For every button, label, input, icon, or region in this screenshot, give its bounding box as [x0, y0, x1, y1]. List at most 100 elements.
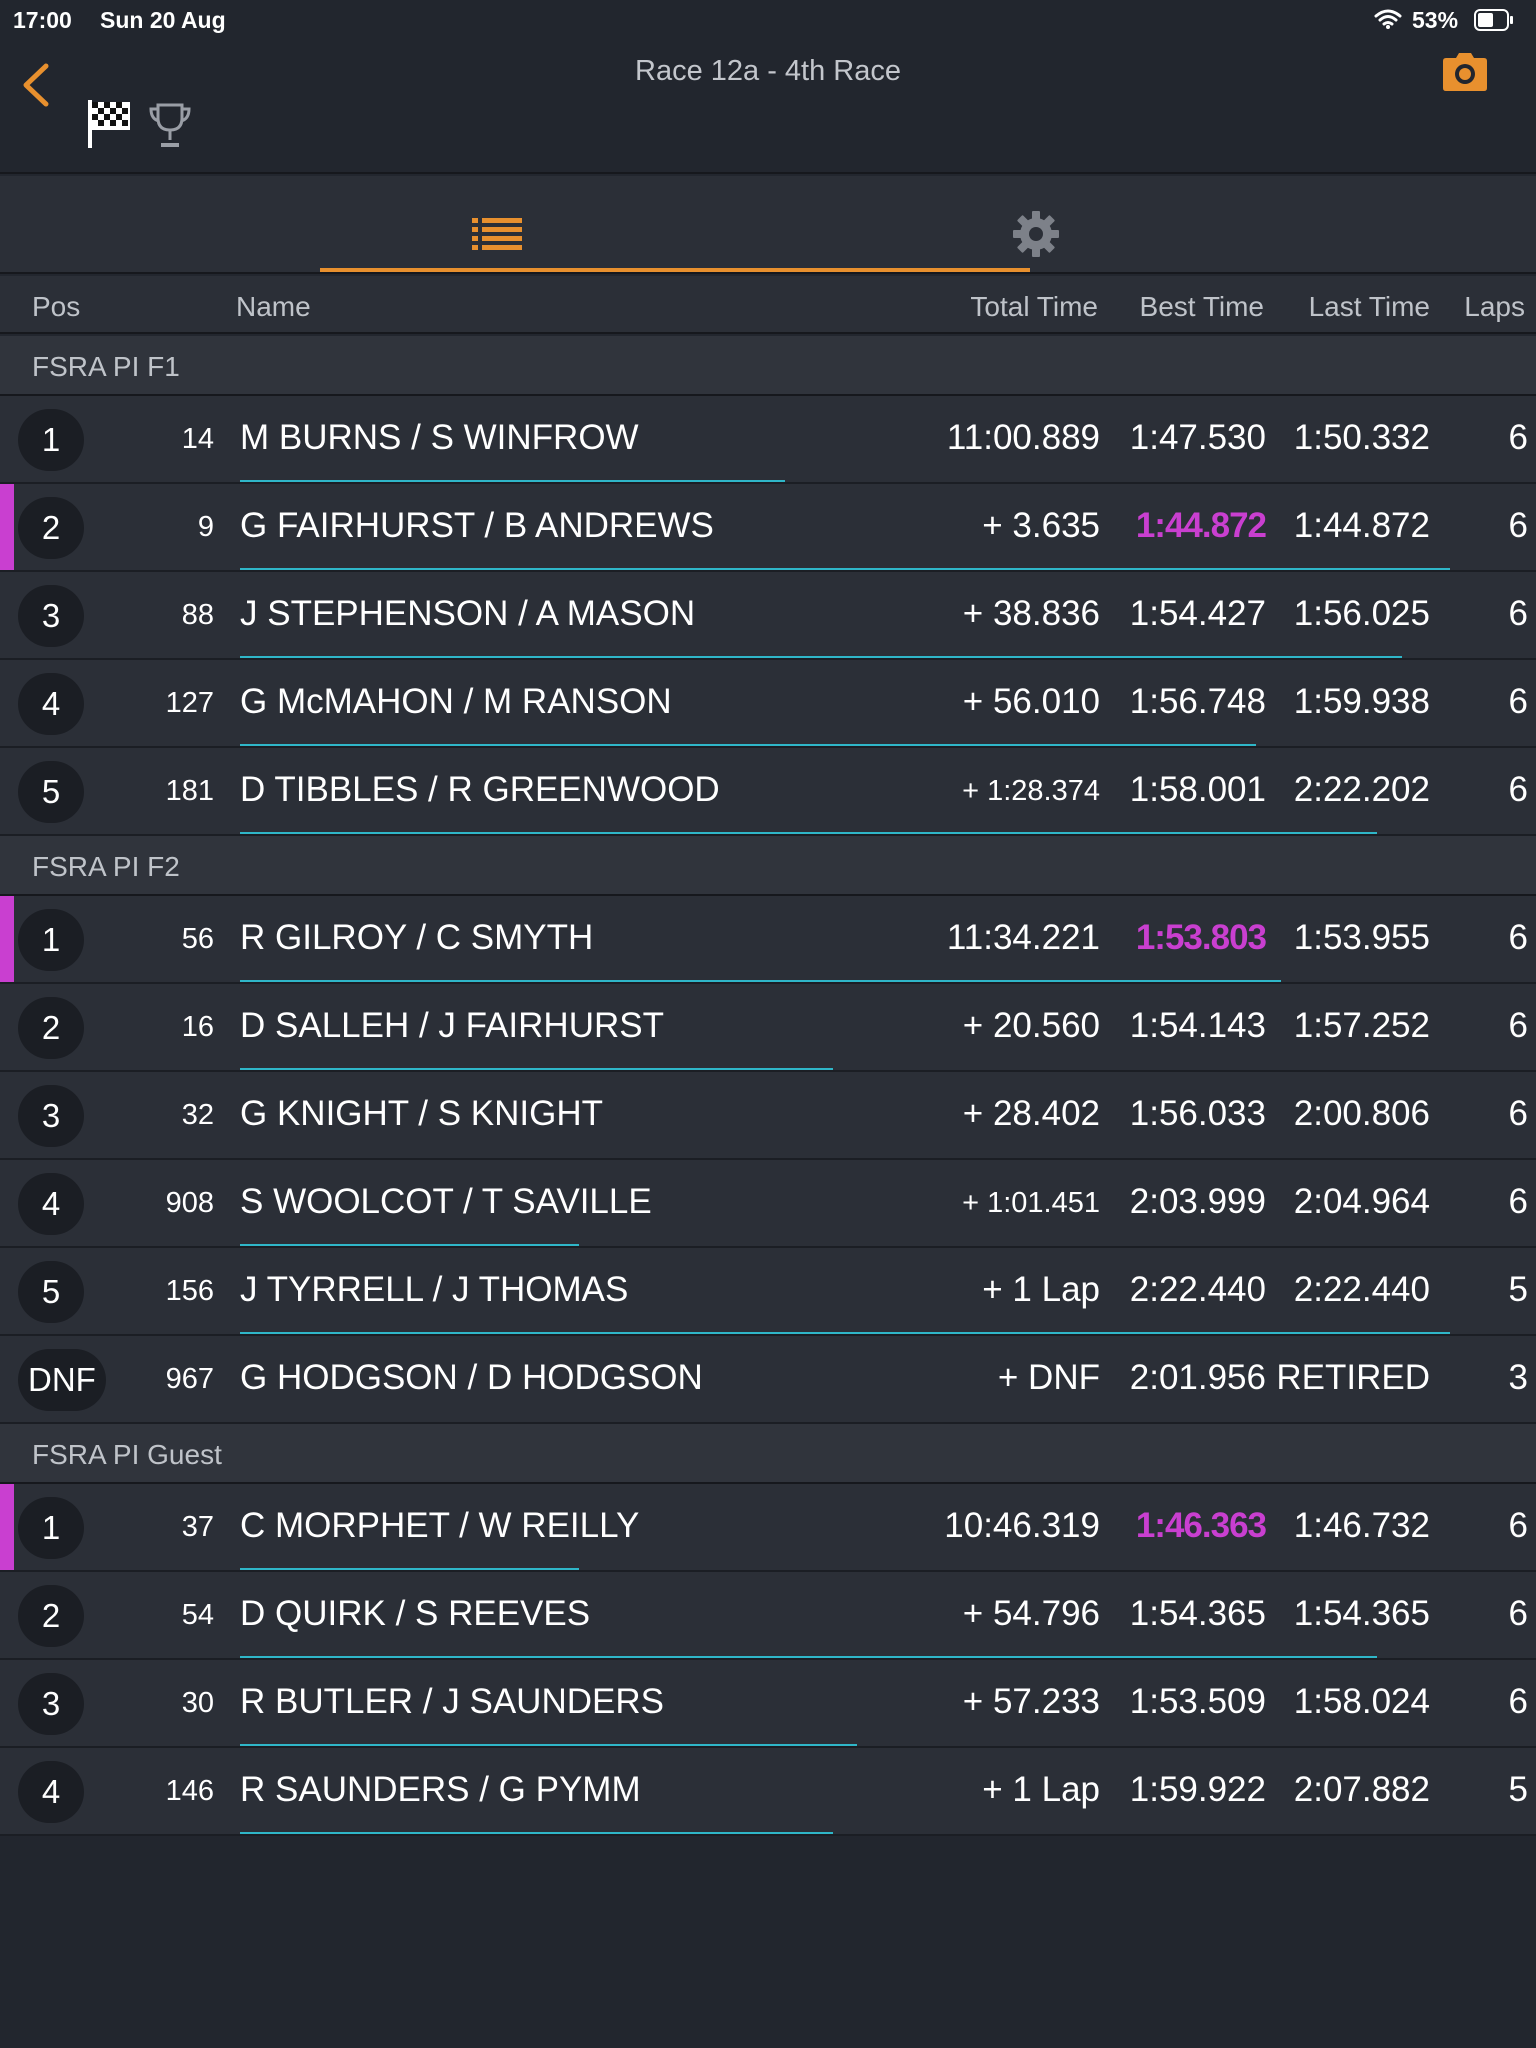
laps-count: 6 [1508, 770, 1528, 809]
car-number: 181 [165, 775, 214, 807]
column-header: Pos Name Total Time Best Time Last Time … [0, 276, 1536, 334]
total-time: + 57.233 [962, 1682, 1100, 1721]
total-time: + 54.796 [962, 1594, 1100, 1633]
best-time: 1:53.509 [1129, 1682, 1266, 1721]
best-time: 1:58.001 [1129, 770, 1266, 809]
driver-names: G McMAHON / M RANSON [240, 682, 672, 721]
lap-progress-bar [240, 1244, 579, 1246]
lap-progress-bar [240, 1568, 579, 1570]
laps-count: 3 [1508, 1358, 1528, 1397]
status-date: Sun 20 Aug [100, 7, 226, 33]
car-number: 54 [181, 1599, 214, 1631]
last-time: 1:46.732 [1293, 1506, 1430, 1545]
driver-names: D QUIRK / S REEVES [240, 1594, 591, 1633]
table-row[interactable]: 3 30 R BUTLER / J SAUNDERS + 57.233 1:53.509… [0, 1660, 1536, 1748]
lap-progress-bar [240, 480, 785, 482]
table-row[interactable]: 1 56 R GILROY / C SMYTH 11:34.221 1:53.803 1:… [0, 896, 1536, 984]
empty-area [0, 1836, 1536, 2048]
back-button[interactable] [16, 60, 56, 110]
last-time: 1:54.365 [1293, 1594, 1430, 1633]
laps-count: 6 [1508, 1682, 1528, 1721]
lap-progress-bar [240, 1068, 833, 1070]
table-row[interactable]: 2 9 G FAIRHURST / B ANDREWS + 3.635 1:44.872… [0, 484, 1536, 572]
column-best-time: Best Time [1139, 291, 1264, 322]
chevron-left-icon [23, 63, 49, 107]
table-row[interactable]: 3 32 G KNIGHT / S KNIGHT + 28.402 1:56.033 2:… [0, 1072, 1536, 1160]
column-name: Name [236, 291, 311, 322]
car-number: 9 [197, 511, 214, 543]
position-badge: 2 [18, 1585, 84, 1647]
driver-names: R BUTLER / J SAUNDERS [240, 1682, 664, 1721]
last-time: 1:58.024 [1293, 1682, 1430, 1721]
position-badge: 1 [18, 1497, 84, 1559]
best-time: 1:44.872 [1135, 506, 1267, 545]
position-badge: 4 [18, 1761, 84, 1823]
table-row[interactable]: 4 146 R SAUNDERS / G PYMM + 1 Lap 1:59.922 2:… [0, 1748, 1536, 1836]
class-group-name: FSRA PI F2 [32, 851, 180, 882]
trophy-icon[interactable] [148, 102, 192, 148]
lap-progress-bar [240, 980, 1281, 982]
class-group-name: FSRA PI F1 [32, 351, 180, 382]
driver-names: J STEPHENSON / A MASON [240, 594, 696, 633]
car-number: 967 [165, 1363, 214, 1395]
car-number: 88 [181, 599, 214, 631]
class-group-header: FSRA PI F1 [0, 336, 1536, 396]
best-time: 2:22.440 [1129, 1270, 1266, 1309]
total-time: + 1:28.374 [962, 775, 1100, 807]
position-badge: DNF [18, 1349, 106, 1411]
camera-button[interactable] [1442, 52, 1488, 92]
table-row[interactable]: DNF 967 G HODGSON / D HODGSON + DNF 2:01.956… [0, 1336, 1536, 1424]
driver-names: G KNIGHT / S KNIGHT [240, 1094, 604, 1133]
table-row[interactable]: 2 16 D SALLEH / J FAIRHURST + 20.560 1:54.14… [0, 984, 1536, 1072]
total-time: + 1 Lap [982, 1270, 1100, 1309]
last-time: 2:07.882 [1293, 1770, 1430, 1809]
total-time: 11:00.889 [946, 418, 1100, 457]
lap-progress-bar [240, 832, 1377, 834]
tab-settings[interactable] [1010, 176, 1120, 274]
table-row[interactable]: 4 127 G McMAHON / M RANSON + 56.010 1:56.748… [0, 660, 1536, 748]
checkered-flag-icon[interactable] [86, 98, 132, 150]
table-row[interactable]: 2 54 D QUIRK / S REEVES + 54.796 1:54.365 1:5… [0, 1572, 1536, 1660]
table-row[interactable]: 1 37 C MORPHET / W REILLY 10:46.319 1:46.363… [0, 1484, 1536, 1572]
list-icon [472, 218, 522, 250]
laps-count: 6 [1508, 1094, 1528, 1133]
total-time: + DNF [997, 1358, 1100, 1397]
position-badge: 2 [18, 497, 84, 559]
laps-count: 6 [1508, 1182, 1528, 1221]
lap-progress-bar [240, 1332, 1450, 1334]
total-time: + 20.560 [962, 1006, 1100, 1045]
best-time: 2:01.956 [1129, 1358, 1266, 1397]
driver-names: C MORPHET / W REILLY [240, 1506, 640, 1545]
table-row[interactable]: 5 181 D TIBBLES / R GREENWOOD + 1:28.374 1:5… [0, 748, 1536, 836]
table-row[interactable]: 5 156 J TYRRELL / J THOMAS + 1 Lap 2:22.440 2… [0, 1248, 1536, 1336]
laps-count: 6 [1508, 506, 1528, 545]
driver-names: D SALLEH / J FAIRHURST [240, 1006, 664, 1045]
total-time: 10:46.319 [944, 1506, 1100, 1545]
active-tab-indicator [320, 268, 1030, 272]
total-time: + 3.635 [982, 506, 1100, 545]
table-row[interactable]: 3 88 J STEPHENSON / A MASON + 38.836 1:54.42… [0, 572, 1536, 660]
nav-header: Race 12a - 4th Race [0, 40, 1536, 174]
table-row[interactable]: 1 14 M BURNS / S WINFROW 11:00.889 1:47.530 1… [0, 396, 1536, 484]
lap-progress-bar [240, 656, 1402, 658]
last-time: 1:44.872 [1293, 506, 1430, 545]
laps-count: 6 [1508, 1006, 1528, 1045]
last-time: 2:22.202 [1293, 770, 1430, 809]
total-time: + 1:01.451 [962, 1187, 1100, 1219]
lap-progress-bar [240, 1744, 857, 1746]
camera-icon [1443, 53, 1487, 91]
best-time: 1:54.365 [1129, 1594, 1266, 1633]
last-time: 2:00.806 [1293, 1094, 1430, 1133]
best-time: 1:59.922 [1129, 1770, 1266, 1809]
total-time: + 28.402 [962, 1094, 1100, 1133]
table-row[interactable]: 4 908 S WOOLCOT / T SAVILLE + 1:01.451 2:03.… [0, 1160, 1536, 1248]
car-number: 56 [181, 923, 214, 955]
column-last-time: Last Time [1308, 291, 1430, 322]
driver-names: G HODGSON / D HODGSON [240, 1358, 703, 1397]
best-time: 1:53.803 [1135, 918, 1267, 957]
lap-progress-bar [240, 1832, 833, 1834]
tab-results-list[interactable] [320, 176, 1030, 274]
column-laps: Laps [1464, 291, 1525, 322]
driver-names: S WOOLCOT / T SAVILLE [240, 1182, 652, 1221]
position-badge: 5 [18, 761, 84, 823]
